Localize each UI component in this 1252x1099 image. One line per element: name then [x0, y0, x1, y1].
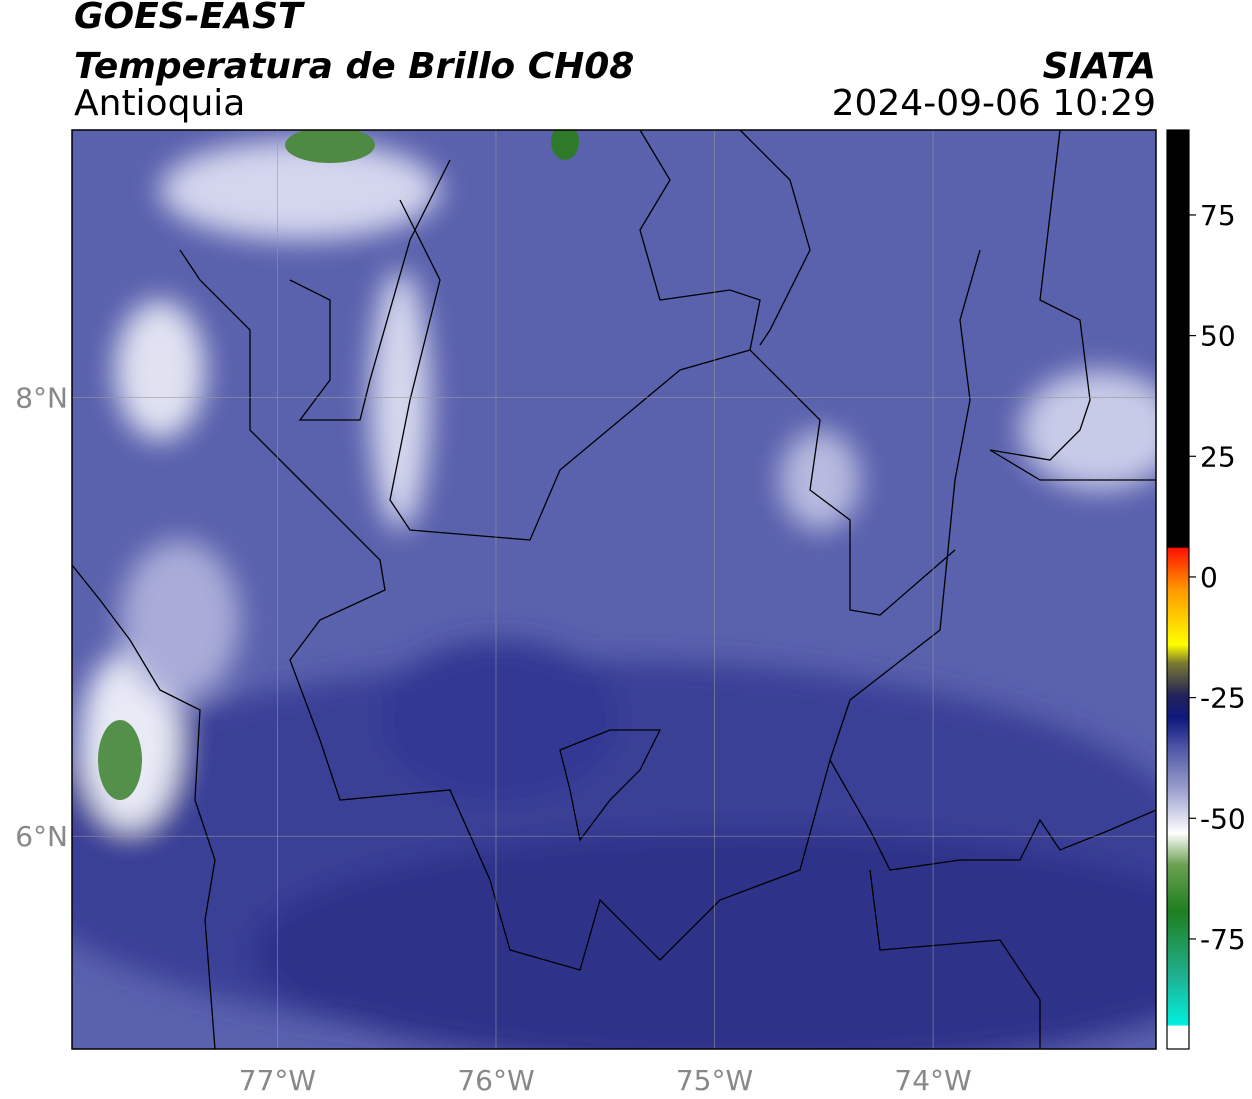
- y-tick-label: 6°N: [15, 820, 68, 853]
- imagery: [72, 130, 1156, 1049]
- colorbar-tick-label: 0: [1200, 561, 1218, 594]
- colorbar-tick-label: -75: [1200, 923, 1246, 956]
- x-tick-label: 75°W: [676, 1064, 753, 1097]
- title: GOES-EAST: [74, 0, 305, 37]
- grid: [72, 130, 1156, 1049]
- region: Antioquia: [74, 83, 245, 124]
- x-tick-label: 74°W: [894, 1064, 971, 1097]
- colorbar-tick-label: -25: [1200, 682, 1246, 715]
- x-tick-label: 77°W: [239, 1064, 316, 1097]
- source: SIATA: [1043, 46, 1156, 87]
- map-frame: [71, 129, 1157, 1050]
- datetime: 2024-09-06 10:29: [832, 83, 1156, 124]
- x-tick-label: 76°W: [457, 1064, 534, 1097]
- colorbar: [1166, 129, 1190, 1050]
- subtitle: Temperatura de Brillo CH08: [74, 46, 634, 87]
- colorbar-tick-label: -50: [1200, 802, 1246, 835]
- colorbar-tick-label: 50: [1200, 320, 1236, 353]
- colorbar-tick-label: 25: [1200, 440, 1236, 473]
- y-tick-label: 8°N: [15, 382, 68, 415]
- colorbar-tick-label: 75: [1200, 199, 1236, 232]
